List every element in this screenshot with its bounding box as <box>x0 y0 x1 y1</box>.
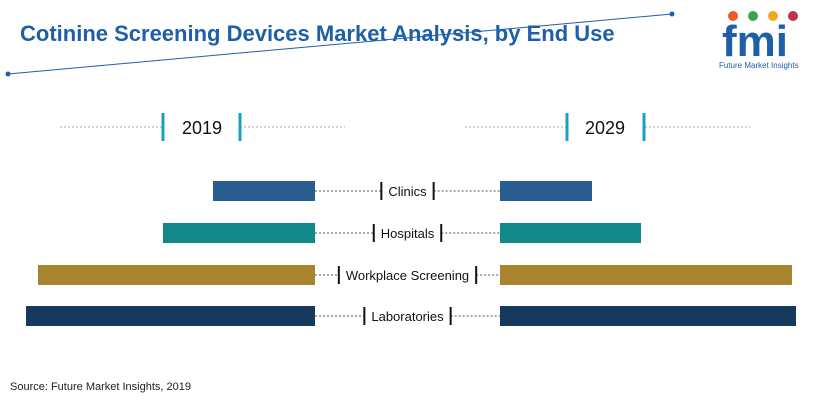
logo-dot-icon <box>788 11 798 21</box>
category-label-laboratories: Laboratories <box>371 309 444 324</box>
year-label-2019: 2019 <box>182 118 222 138</box>
bar-2019-workplace-screening <box>38 265 315 285</box>
year-label-2029: 2029 <box>585 118 625 138</box>
bar-2019-laboratories <box>26 306 315 326</box>
category-label-workplace-screening: Workplace Screening <box>346 268 469 283</box>
category-label-hospitals: Hospitals <box>381 226 435 241</box>
bar-2029-hospitals <box>500 223 641 243</box>
chart-title: Cotinine Screening Devices Market Analys… <box>20 21 615 46</box>
header-line-start-dot <box>5 71 11 77</box>
bar-2019-hospitals <box>163 223 315 243</box>
logo-dot-icon <box>728 11 738 21</box>
bar-2029-clinics <box>500 181 592 201</box>
bars-layer: Clinics Hospitals Workplace Screening Labor… <box>26 181 796 326</box>
logo-text: fmi <box>722 17 788 66</box>
header-line-end-dot <box>669 11 675 17</box>
bar-2019-clinics <box>213 181 315 201</box>
category-label-clinics: Clinics <box>388 184 427 199</box>
fmi-logo: fmi Future Market Insights <box>719 11 799 70</box>
logo-dot-icon <box>768 11 778 21</box>
bar-2029-workplace-screening <box>500 265 792 285</box>
header-diagonal-line <box>7 13 673 75</box>
logo-dot-icon <box>748 11 758 21</box>
logo-subtitle: Future Market Insights <box>719 61 799 70</box>
source-note: Source: Future Market Insights, 2019 <box>10 381 191 393</box>
bar-2029-laboratories <box>500 306 796 326</box>
